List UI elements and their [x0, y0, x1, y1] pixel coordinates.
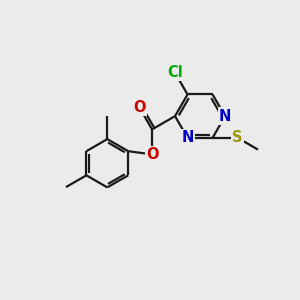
- Text: Cl: Cl: [167, 65, 183, 80]
- Text: O: O: [146, 147, 158, 162]
- Text: S: S: [232, 130, 243, 145]
- Text: N: N: [219, 109, 231, 124]
- Text: O: O: [133, 100, 146, 115]
- Text: N: N: [182, 130, 194, 145]
